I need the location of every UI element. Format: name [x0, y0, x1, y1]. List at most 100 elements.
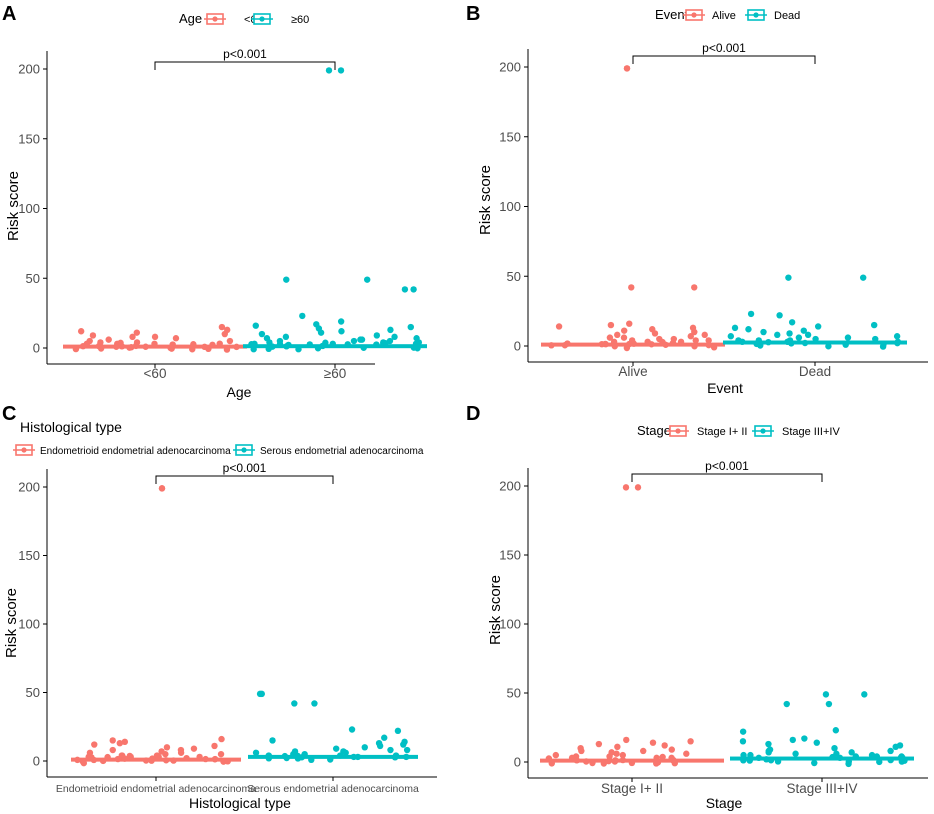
- x-tick-label: Stage I+ II: [601, 781, 663, 796]
- x-tick-label: ≥60: [324, 366, 346, 381]
- data-point: [269, 343, 276, 350]
- data-point: [607, 321, 615, 329]
- legend-title: Histological type: [20, 419, 122, 435]
- data-point: [893, 333, 901, 340]
- data-point: [765, 338, 772, 346]
- data-point: [155, 753, 162, 761]
- data-point: [265, 755, 273, 762]
- data-point: [190, 745, 198, 752]
- data-point: [727, 333, 735, 340]
- data-point: [252, 322, 259, 329]
- data-point: [747, 310, 755, 318]
- data-point: [687, 738, 694, 745]
- data-point: [172, 335, 180, 342]
- y-tick-label: 0: [33, 754, 40, 769]
- data-point: [710, 344, 718, 351]
- data-point: [132, 342, 140, 350]
- data-point: [894, 339, 901, 347]
- data-point: [337, 318, 345, 325]
- data-point: [269, 737, 276, 744]
- data-point: [387, 326, 394, 334]
- data-point: [831, 745, 838, 752]
- data-point: [776, 312, 783, 319]
- data-point: [258, 330, 266, 338]
- data-point: [548, 342, 555, 349]
- data-point: [765, 740, 772, 748]
- data-point: [872, 335, 879, 343]
- data-point: [104, 753, 111, 761]
- data-point: [788, 340, 795, 347]
- data-point: [829, 753, 836, 761]
- data-point: [879, 343, 887, 350]
- data-point: [151, 340, 158, 348]
- x-tick-label: Stage III+IV: [787, 781, 858, 796]
- data-point: [626, 320, 633, 327]
- legend-key-dot: [212, 16, 218, 22]
- data-point: [836, 754, 844, 762]
- data-point: [126, 752, 134, 760]
- data-point: [218, 735, 225, 743]
- data-point: [619, 751, 626, 759]
- data-point: [753, 340, 760, 348]
- data-point: [202, 755, 209, 763]
- data-point: [640, 747, 647, 755]
- data-point: [90, 756, 98, 764]
- data-point: [774, 331, 781, 339]
- data-point: [691, 328, 698, 336]
- data-point: [327, 756, 334, 763]
- data-point: [317, 329, 325, 336]
- data-point: [381, 734, 388, 741]
- y-tick-label: 200: [499, 60, 521, 75]
- data-point: [283, 754, 290, 762]
- data-point: [634, 484, 642, 491]
- data-point: [283, 276, 290, 283]
- panel-label: B: [466, 3, 480, 25]
- data-point: [578, 747, 585, 755]
- panel-d: D Stage Stage I+ II Stage III+IV 0 50 100 150 20…: [466, 403, 928, 811]
- data-point: [211, 742, 218, 750]
- data-point: [876, 758, 883, 766]
- data-point: [148, 757, 155, 764]
- legend: Event Alive Dead: [655, 7, 800, 22]
- legend-key-dot: [241, 447, 247, 453]
- legend-label: Alive: [712, 10, 736, 22]
- p-value-label: p<0.001: [223, 47, 267, 61]
- data-point: [348, 726, 356, 733]
- data-point: [705, 341, 712, 349]
- data-point: [602, 340, 609, 348]
- data-point: [668, 746, 675, 753]
- data-point: [545, 755, 553, 762]
- data-point: [564, 340, 571, 347]
- data-point: [845, 760, 852, 768]
- data-point: [403, 753, 410, 761]
- data-point: [801, 339, 809, 347]
- data-point: [414, 345, 421, 352]
- data-point: [620, 334, 628, 341]
- y-tick-label: 100: [499, 617, 521, 632]
- data-point: [774, 758, 782, 765]
- data-point: [163, 744, 171, 751]
- data-point: [162, 757, 170, 764]
- data-point: [691, 284, 698, 291]
- p-value-label: p<0.001: [705, 459, 749, 473]
- data-point: [407, 323, 414, 331]
- data-point: [332, 745, 340, 752]
- data-point: [211, 755, 219, 763]
- data-point: [373, 332, 381, 339]
- y-tick-label: 0: [514, 339, 521, 354]
- data-point: [121, 738, 129, 746]
- legend-title: Event: [655, 7, 689, 22]
- data-point: [767, 757, 775, 764]
- data-point: [662, 341, 669, 348]
- x-axis-title: Age: [227, 384, 252, 400]
- series-0: [540, 484, 724, 767]
- data-point: [628, 759, 636, 767]
- data-point: [294, 755, 302, 762]
- data-point: [190, 341, 197, 348]
- data-point: [105, 336, 112, 343]
- y-tick-label: 150: [18, 131, 40, 146]
- data-point: [233, 343, 240, 351]
- legend-label: ≥60: [291, 14, 309, 26]
- data-point: [342, 749, 349, 756]
- data-point: [611, 343, 618, 350]
